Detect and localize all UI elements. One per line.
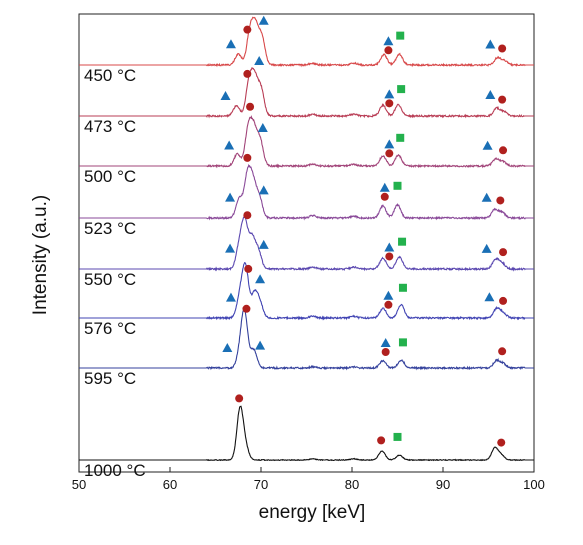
triangle-marker	[380, 338, 391, 348]
circle-marker	[498, 95, 507, 104]
triangle-marker	[258, 185, 269, 195]
circle-marker	[385, 149, 394, 158]
circle-marker	[246, 102, 255, 111]
spectrum-trace	[79, 405, 534, 462]
circle-marker	[385, 252, 394, 261]
circle-marker	[243, 211, 252, 220]
triangle-marker	[384, 89, 395, 99]
y-axis-label: Intensity (a.u.)	[30, 195, 51, 315]
x-tick-label: 60	[163, 477, 177, 492]
temperature-label: 1000 °C	[84, 461, 146, 480]
spectra-traces	[79, 16, 534, 462]
triangle-marker	[224, 140, 235, 150]
circle-marker	[498, 44, 507, 53]
spectrum-trace	[79, 163, 534, 221]
spectrum-trace	[79, 16, 534, 68]
circle-marker	[381, 348, 390, 357]
spectrum-trace	[79, 307, 534, 371]
temperature-label: 523 °C	[84, 219, 136, 238]
x-axis-label: energy [keV]	[259, 502, 366, 523]
spectrum-trace	[79, 67, 534, 119]
triangle-marker	[481, 243, 492, 253]
circle-marker	[499, 248, 508, 257]
circle-marker	[235, 394, 244, 403]
triangle-marker	[220, 90, 231, 100]
spectrum-trace	[79, 261, 534, 321]
triangle-marker	[258, 15, 269, 25]
triangle-marker	[254, 56, 265, 66]
circle-marker	[243, 153, 252, 162]
circle-marker	[243, 25, 252, 34]
circle-marker	[496, 196, 505, 205]
circle-marker	[384, 46, 393, 55]
temperature-label: 595 °C	[84, 369, 136, 388]
circle-marker	[377, 436, 386, 445]
triangle-marker	[255, 340, 266, 350]
plot-frame	[78, 13, 535, 473]
circle-marker	[499, 146, 508, 155]
square-marker	[398, 338, 407, 347]
square-marker	[393, 181, 402, 190]
x-tick-label: 100	[523, 477, 545, 492]
square-marker	[398, 237, 407, 246]
x-tick-label: 50	[72, 477, 86, 492]
x-tick-label: 70	[254, 477, 268, 492]
square-marker	[398, 283, 407, 292]
temperature-label: 500 °C	[84, 167, 136, 186]
spectrum-trace	[79, 214, 534, 272]
circle-marker	[497, 438, 506, 447]
series-labels: 450 °C 473 °C 500 °C 523 °C 550 °C 576 °C 595 …	[84, 66, 146, 480]
triangle-marker	[485, 89, 496, 99]
triangle-marker	[482, 140, 493, 150]
temperature-label: 550 °C	[84, 270, 136, 289]
triangle-marker	[222, 342, 233, 352]
circle-marker	[244, 264, 253, 273]
peak-markers	[220, 15, 508, 447]
square-marker	[393, 432, 402, 441]
spectrum-trace	[79, 114, 534, 169]
x-tick-label: 80	[345, 477, 359, 492]
circle-marker	[242, 304, 251, 313]
circle-marker	[243, 69, 252, 78]
temperature-label: 450 °C	[84, 66, 136, 85]
x-axis-ticks: 50 60 70 80 90 100	[72, 467, 545, 492]
circle-marker	[499, 296, 508, 305]
circle-marker	[385, 99, 394, 108]
triangle-marker	[225, 192, 236, 202]
triangle-marker	[255, 274, 266, 284]
triangle-marker	[225, 39, 236, 49]
circle-marker	[380, 192, 389, 201]
circle-marker	[384, 300, 393, 309]
triangle-marker	[379, 182, 390, 192]
triangle-marker	[484, 292, 495, 302]
triangle-marker	[383, 290, 394, 300]
triangle-marker	[384, 139, 395, 149]
triangle-marker	[384, 242, 395, 252]
triangle-marker	[485, 39, 496, 49]
circle-marker	[498, 347, 507, 356]
x-tick-label: 90	[436, 477, 450, 492]
triangle-marker	[481, 192, 492, 202]
triangle-marker	[257, 122, 268, 132]
triangle-marker	[258, 239, 269, 249]
square-marker	[397, 85, 406, 94]
triangle-marker	[383, 36, 394, 46]
triangle-marker	[225, 292, 236, 302]
square-marker	[396, 133, 405, 142]
triangle-marker	[225, 243, 236, 253]
temperature-label: 473 °C	[84, 117, 136, 136]
square-marker	[396, 31, 405, 40]
temperature-label: 576 °C	[84, 319, 136, 338]
